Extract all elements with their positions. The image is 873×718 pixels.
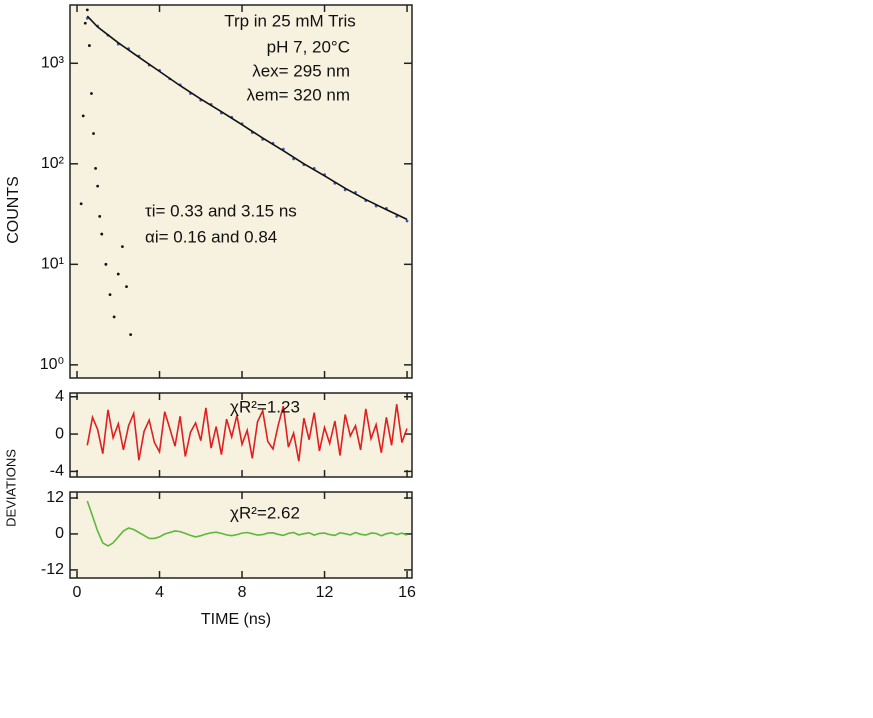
data-point [87, 44, 91, 47]
data-point [83, 21, 87, 25]
annotation: Trp in 25 mM Tris [224, 11, 356, 30]
y-tick-label: -12 [41, 561, 64, 578]
data-point [108, 293, 112, 296]
y-tick-label: 10³ [41, 55, 65, 72]
plot-area [69, 491, 413, 579]
x-tick-label: 8 [238, 584, 247, 601]
annotation: λex= 295 nm [252, 61, 350, 80]
annotation: τi= 0.33 and 3.15 ns [145, 201, 297, 220]
data-point [90, 92, 93, 95]
annotation: χR²=1.23 [230, 397, 300, 416]
annotation: pH 7, 20°C [267, 37, 350, 56]
series-line [86, 500, 408, 547]
annotation: λem= 320 nm [247, 85, 350, 104]
series-line [86, 15, 408, 221]
y-tick-label: 10¹ [41, 256, 64, 273]
data-point [98, 214, 102, 218]
y-tick-label: 0 [55, 525, 64, 542]
data-point [125, 285, 128, 289]
data-point [120, 245, 124, 249]
y-tick-label: 0 [55, 425, 64, 442]
x-axis-label: TIME (ns) [201, 611, 271, 628]
data-point [85, 8, 89, 12]
data-point [112, 315, 116, 319]
series-line [86, 404, 408, 462]
y-tick-label: 12 [46, 489, 64, 506]
plot-area [69, 4, 413, 379]
data-point [116, 272, 120, 276]
x-tick-label: 4 [155, 584, 164, 601]
panels: 10⁰ 10¹ 10² 10³ -4 0 4 -12 0 12 0 4 8 12 16 [40, 4, 416, 601]
data-point [94, 167, 97, 170]
x-tick-label: 16 [398, 584, 416, 601]
data-point [96, 184, 100, 188]
data-point [405, 219, 409, 223]
y-tick-label: -4 [50, 463, 64, 480]
data-point [92, 132, 95, 135]
y-tick-label: 10⁰ [40, 356, 64, 373]
annotation: αi= 0.16 and 0.84 [145, 227, 277, 246]
x-tick-label: 0 [73, 584, 82, 601]
data-point [100, 232, 104, 236]
y-tick-label: 4 [55, 388, 64, 405]
data-point [81, 114, 85, 118]
y-axis-label: COUNTS [5, 176, 22, 244]
data-point [104, 262, 108, 266]
y-axis-label: DEVIATIONS [3, 449, 18, 527]
data-point [79, 202, 83, 206]
x-tick-label: 12 [316, 584, 334, 601]
data-point [129, 333, 133, 336]
annotation: χR²=2.62 [230, 503, 300, 522]
y-tick-label: 10² [41, 155, 65, 172]
